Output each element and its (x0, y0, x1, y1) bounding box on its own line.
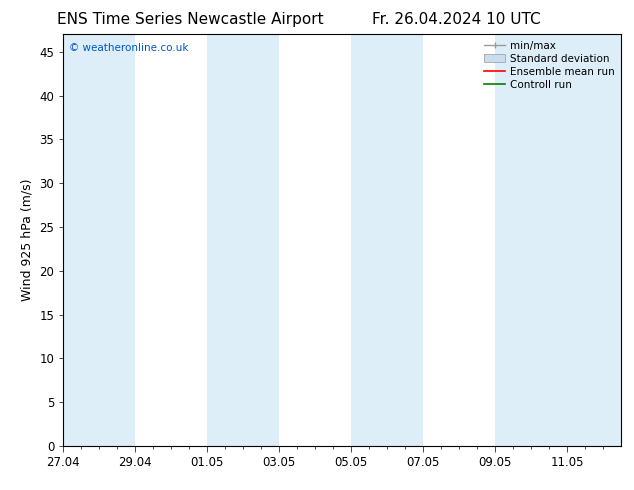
Bar (495, 34, 621, 446)
Text: © weatheronline.co.uk: © weatheronline.co.uk (69, 43, 188, 52)
Bar (351, 34, 424, 446)
Bar (207, 34, 280, 446)
Y-axis label: Wind 925 hPa (m/s): Wind 925 hPa (m/s) (21, 179, 34, 301)
Text: ENS Time Series Newcastle Airport: ENS Time Series Newcastle Airport (57, 12, 323, 27)
Text: Fr. 26.04.2024 10 UTC: Fr. 26.04.2024 10 UTC (372, 12, 541, 27)
Bar (63, 34, 136, 446)
Legend: min/max, Standard deviation, Ensemble mean run, Controll run: min/max, Standard deviation, Ensemble me… (480, 36, 619, 94)
